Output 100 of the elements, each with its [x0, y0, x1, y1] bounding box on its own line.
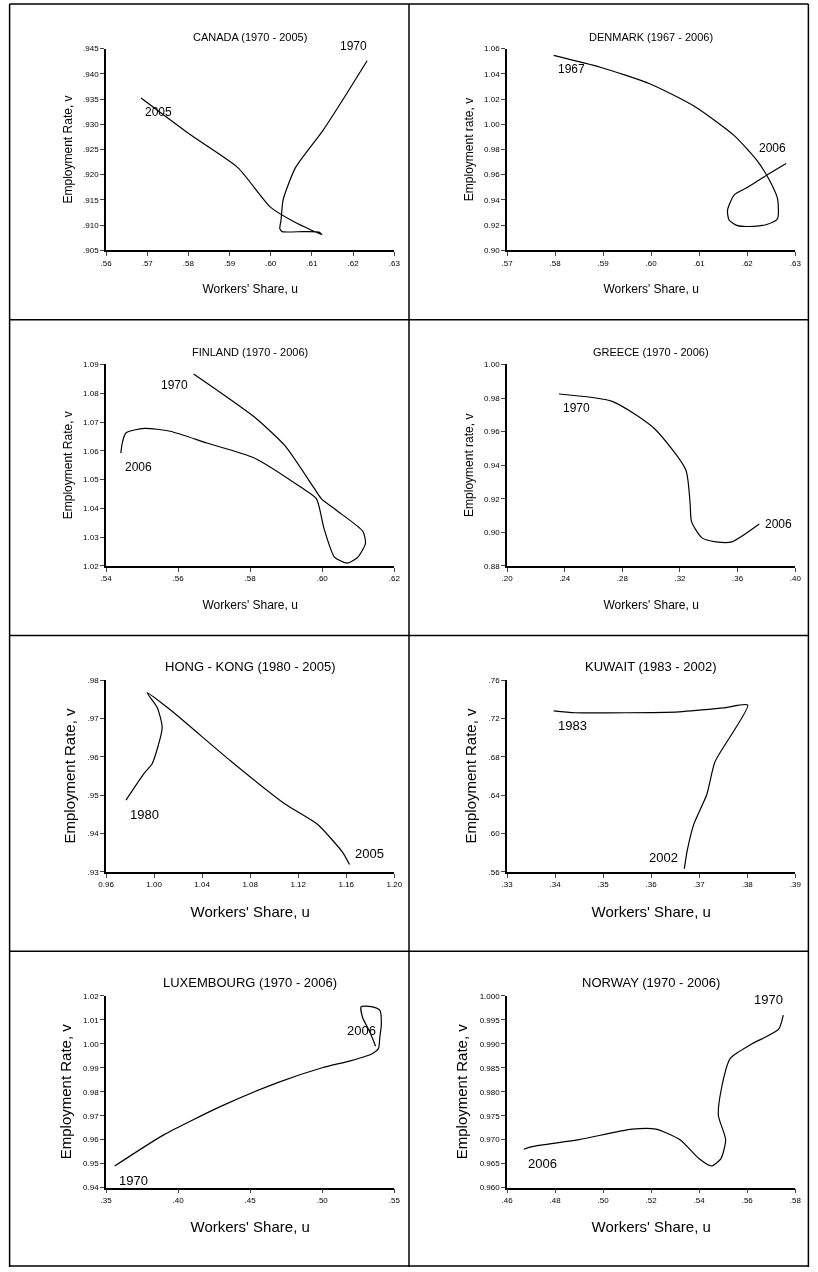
x-tick-label: .56	[172, 574, 185, 584]
chart-title: GREECE (1970 - 2006)	[593, 346, 709, 358]
y-axis-title: Employment Rate, v	[60, 411, 75, 520]
y-tick-label: .915	[83, 195, 100, 205]
x-axis-title: Workers' Share, u	[591, 1218, 711, 1236]
y-tick-label: 0.975	[479, 1111, 501, 1121]
y-axis-title: Employment Rate, v	[462, 707, 480, 844]
y-tick-label: .76	[488, 675, 501, 685]
y-tick-label: 1.09	[83, 360, 100, 370]
x-tick-label: .61	[693, 258, 706, 268]
x-tick-label: .58	[549, 258, 562, 268]
y-tick-label: 0.965	[479, 1159, 501, 1169]
annotation: 1970	[119, 1173, 148, 1188]
annotation: 1970	[754, 992, 783, 1007]
annotation: 2005	[355, 846, 384, 861]
y-tick-label: 0.94	[83, 1183, 100, 1193]
y-tick-label: .930	[83, 120, 100, 130]
line-series	[553, 54, 787, 227]
x-axis-title: Workers' Share, u	[190, 1218, 310, 1236]
x-tick-label: 1.00	[146, 880, 163, 890]
y-tick-label: .95	[87, 790, 100, 800]
annotation: 2002	[649, 850, 678, 865]
x-tick-label: .61	[306, 258, 319, 268]
annotation: 2006	[125, 460, 153, 474]
y-axis-title: Employment Rate, v	[61, 707, 79, 844]
x-tick-label: .60	[265, 258, 277, 268]
x-tick-label: .63	[789, 258, 802, 268]
x-tick-label: .59	[597, 258, 610, 268]
y-tick-label: 0.90	[484, 246, 501, 256]
y-tick-label: 1.00	[83, 1039, 100, 1049]
x-tick-label: .46	[501, 1195, 514, 1205]
y-tick-label: 0.96	[484, 170, 501, 180]
x-tick-label: .20	[501, 574, 514, 584]
y-tick-label: .935	[83, 94, 100, 104]
y-tick-label: 0.95	[83, 1159, 100, 1169]
x-axis-title: Workers' Share, u	[202, 597, 298, 612]
y-tick-label: .945	[83, 44, 100, 54]
x-tick-label: .57	[141, 258, 154, 268]
x-axis-title: Workers' Share, u	[603, 282, 699, 296]
y-tick-label: .93	[87, 867, 100, 877]
y-tick-label: 1.06	[484, 44, 501, 54]
y-tick-label: 1.04	[83, 504, 100, 514]
x-tick-label: 0.96	[98, 880, 115, 890]
line-series	[558, 393, 760, 543]
x-tick-label: 1.16	[338, 880, 355, 890]
chart-title: LUXEMBOURG (1970 - 2006)	[163, 975, 338, 990]
x-tick-label: .39	[789, 880, 802, 890]
x-tick-label: .38	[741, 880, 754, 890]
chart-title: DENMARK (1967 - 2006)	[589, 31, 714, 43]
x-tick-label: .45	[244, 1195, 257, 1205]
chart-title: NORWAY (1970 - 2006)	[582, 975, 721, 990]
y-tick-label: .64	[488, 790, 501, 800]
x-tick-label: 1.12	[290, 880, 307, 890]
y-axis-title: Employment Rate, v	[453, 1023, 471, 1160]
y-tick-label: 1.00	[484, 120, 501, 130]
y-axis-title: Employment Rate, v	[60, 95, 75, 204]
x-tick-label: .62	[741, 258, 754, 268]
annotation: 1970	[161, 378, 189, 392]
x-tick-label: .62	[347, 258, 360, 268]
y-tick-label: 0.995	[479, 1015, 501, 1025]
x-tick-label: 1.20	[386, 880, 403, 890]
annotation: 2006	[759, 141, 787, 155]
x-axis-title: Workers' Share, u	[603, 597, 699, 612]
y-tick-label: 0.970	[479, 1135, 501, 1145]
y-tick-label: 1.08	[83, 389, 100, 399]
x-tick-label: .48	[549, 1195, 562, 1205]
x-tick-label: 1.04	[194, 880, 211, 890]
y-tick-label: .925	[83, 145, 100, 155]
y-tick-label: 0.92	[484, 494, 501, 504]
x-tick-label: .35	[100, 1195, 113, 1205]
annotation: 1970	[340, 39, 368, 53]
y-tick-label: 1.02	[484, 94, 501, 104]
y-axis-title: Employment rate, v	[461, 97, 476, 202]
x-tick-label: .62	[388, 574, 401, 584]
y-tick-label: .910	[83, 220, 100, 230]
y-tick-label: 0.98	[484, 393, 501, 403]
y-tick-label: 0.88	[484, 561, 501, 571]
y-tick-label: 0.96	[484, 427, 501, 437]
x-tick-label: .56	[741, 1195, 754, 1205]
x-tick-label: .32	[674, 574, 687, 584]
y-tick-label: .60	[488, 829, 501, 839]
y-tick-label: 0.94	[484, 195, 501, 205]
x-tick-label: .34	[549, 880, 562, 890]
line-series	[553, 703, 749, 870]
y-tick-label: 1.05	[83, 475, 100, 485]
y-tick-label: 1.01	[83, 1015, 100, 1025]
x-axis-title: Workers' Share, u	[190, 902, 310, 920]
x-tick-label: .50	[597, 1195, 610, 1205]
y-tick-label: 1.04	[484, 69, 501, 79]
y-tick-label: 0.98	[83, 1087, 100, 1097]
y-tick-label: .56	[488, 867, 501, 877]
line-series	[140, 60, 368, 236]
y-tick-label: .97	[87, 714, 100, 724]
y-tick-label: 0.92	[484, 220, 501, 230]
x-tick-label: 1.08	[242, 880, 259, 890]
x-tick-label: .58	[789, 1195, 802, 1205]
y-tick-label: 0.97	[83, 1111, 100, 1121]
y-tick-label: 1.02	[83, 561, 100, 571]
y-tick-label: .905	[83, 246, 100, 256]
x-tick-label: .54	[100, 574, 113, 584]
